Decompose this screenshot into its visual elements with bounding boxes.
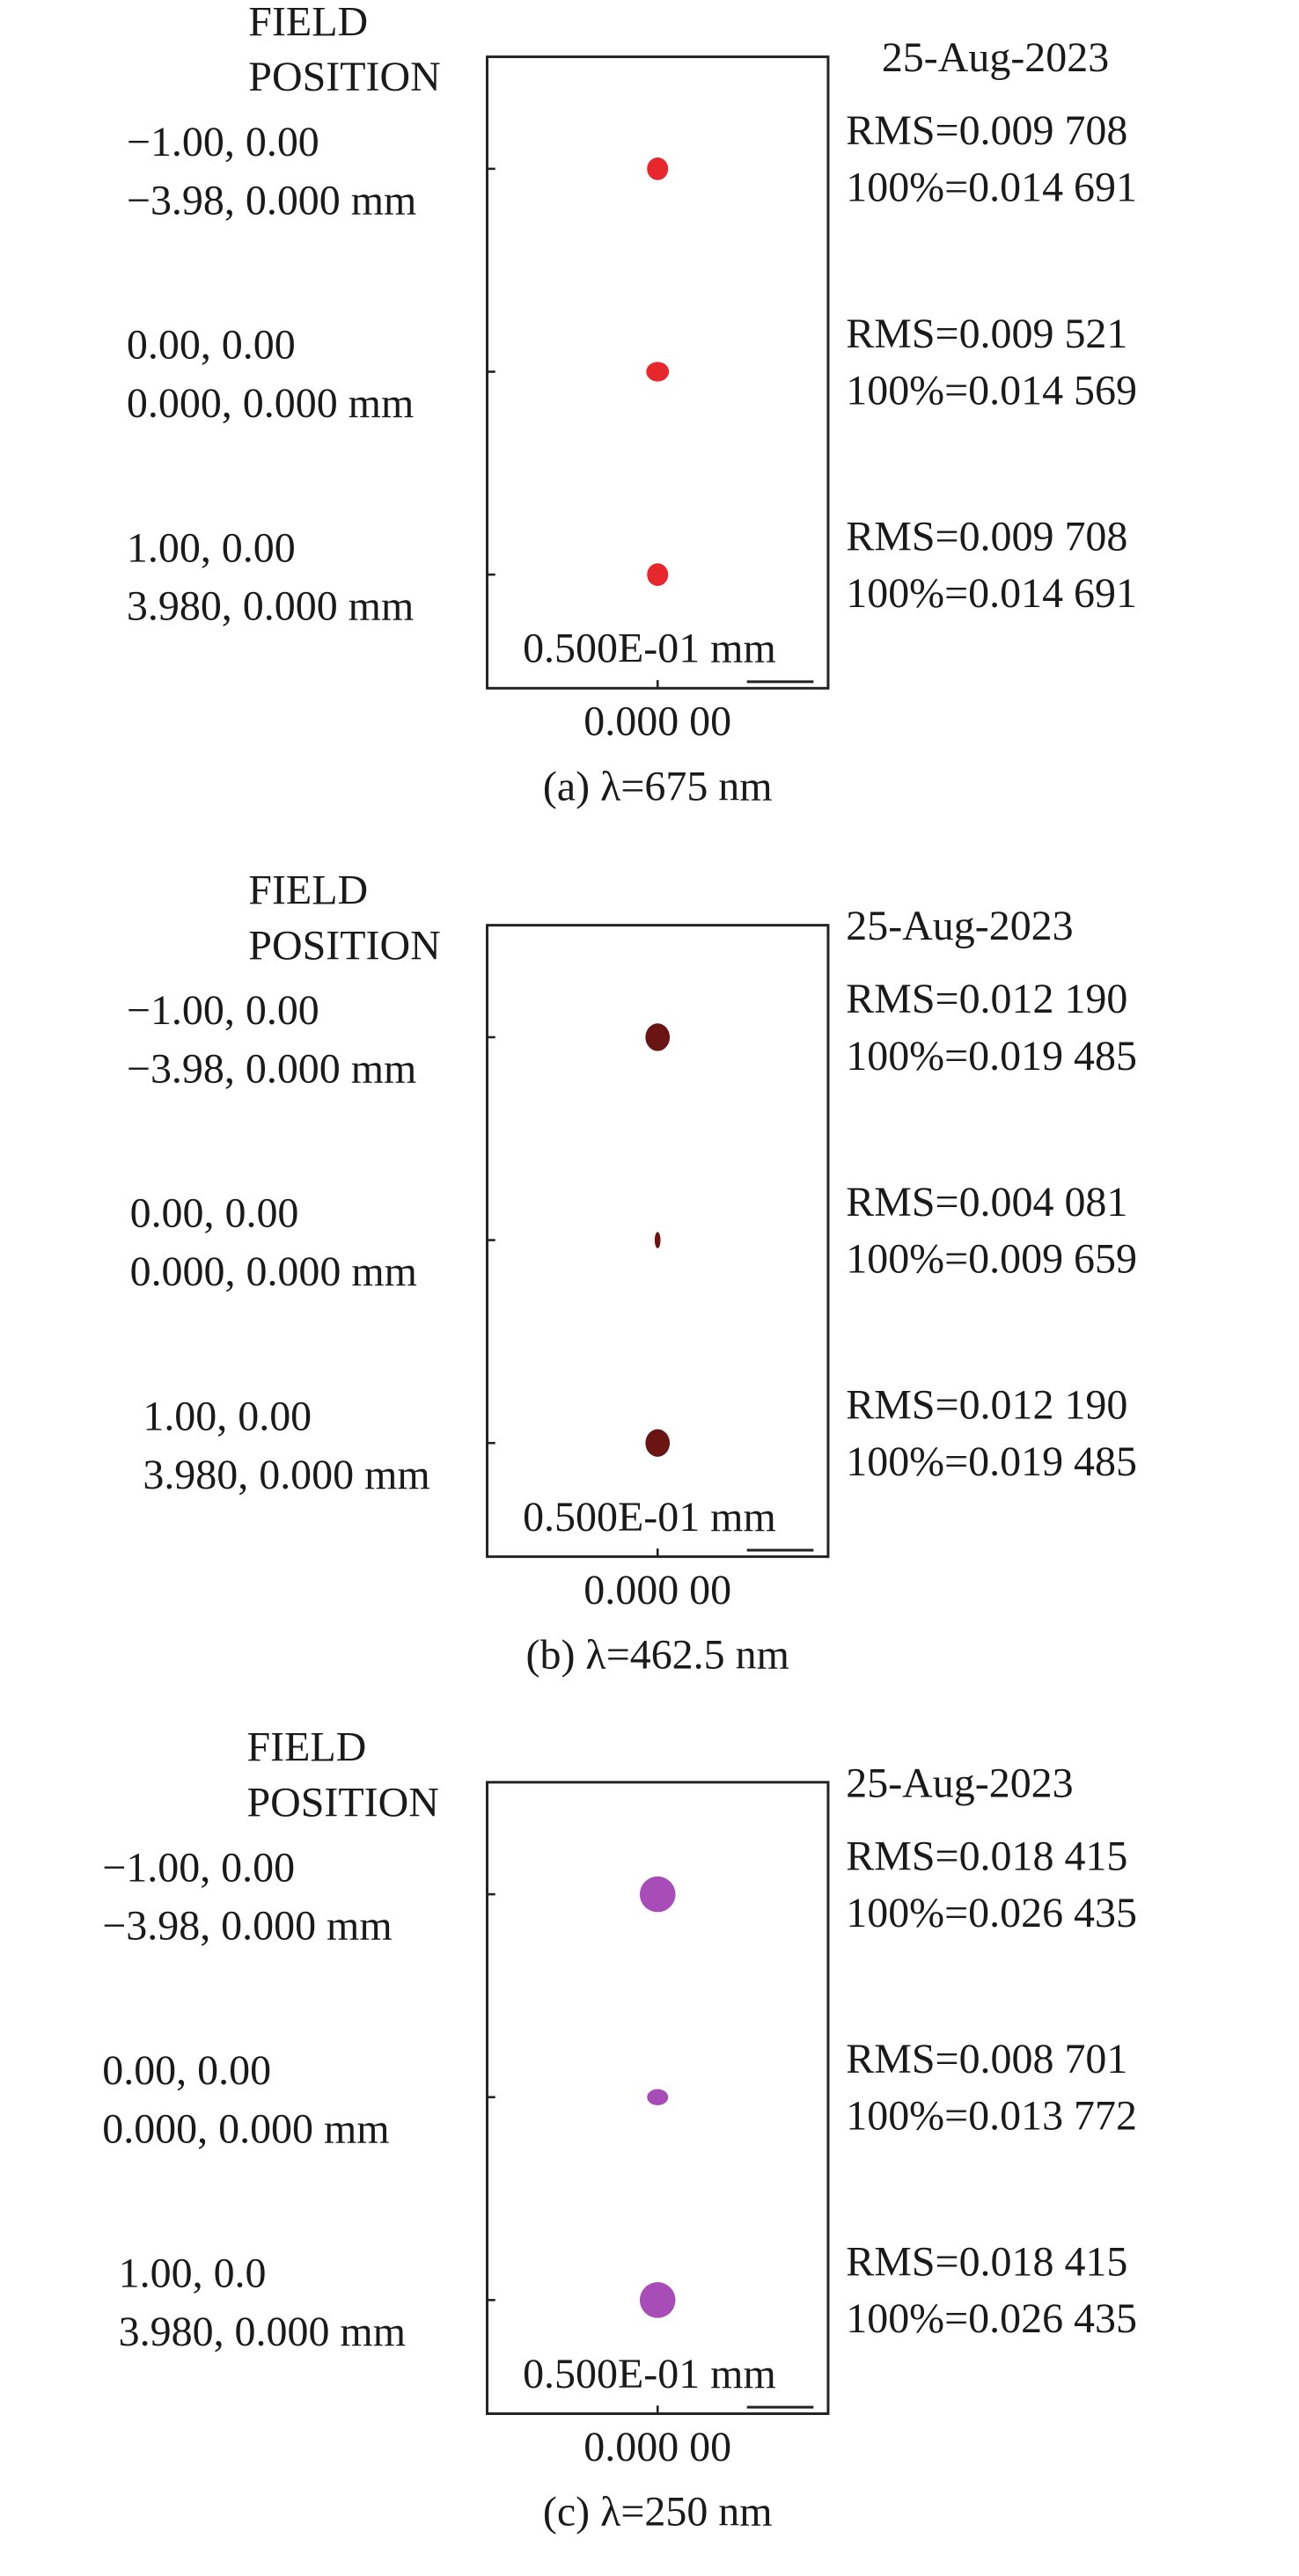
spot <box>639 2282 676 2318</box>
spot <box>647 563 669 587</box>
rms-label: RMS=0.004 081 <box>846 1179 1127 1226</box>
field-label: −1.00, 0.00 <box>102 1844 295 1891</box>
geo-label: 100%=0.026 435 <box>846 2295 1137 2342</box>
date: 25-Aug-2023 <box>846 1760 1073 1806</box>
caption: (c) λ=250 nm <box>543 2489 773 2536</box>
field-label: −3.98, 0.000 mm <box>127 177 416 223</box>
rms-label: RMS=0.009 708 <box>846 107 1127 154</box>
spot <box>639 1876 676 1913</box>
rms-label: RMS=0.018 415 <box>846 1833 1127 1879</box>
geo-label: 100%=0.019 485 <box>846 1033 1137 1079</box>
field-label: 0.000, 0.000 mm <box>102 2105 389 2152</box>
field-label: 3.980, 0.000 mm <box>127 583 414 630</box>
geo-label: 100%=0.026 435 <box>846 1890 1137 1936</box>
scale-label: 0.500E-01 mm <box>523 2351 776 2397</box>
date: 25-Aug-2023 <box>882 34 1109 81</box>
rms-label: RMS=0.012 190 <box>846 976 1127 1022</box>
caption: (b) λ=462.5 nm <box>526 1632 789 1679</box>
rms-label: RMS=0.008 701 <box>846 2036 1127 2082</box>
field-header: FIELD <box>248 0 368 46</box>
field-header: POSITION <box>248 54 440 100</box>
field-label: 0.00, 0.00 <box>127 322 296 369</box>
field-label: −1.00, 0.00 <box>127 987 319 1034</box>
rms-label: RMS=0.009 708 <box>846 513 1127 560</box>
field-label: −3.98, 0.000 mm <box>102 1903 392 1950</box>
geo-label: 100%=0.019 485 <box>846 1438 1137 1485</box>
rms-label: RMS=0.009 521 <box>846 311 1127 357</box>
field-label: −1.00, 0.00 <box>127 119 319 165</box>
spot <box>647 157 669 180</box>
field-label: 1.00, 0.0 <box>119 2250 267 2297</box>
geo-label: 100%=0.014 691 <box>846 570 1137 617</box>
field-header: FIELD <box>248 867 368 914</box>
spot <box>646 362 670 382</box>
field-label: −3.98, 0.000 mm <box>127 1046 416 1093</box>
rms-label: RMS=0.018 415 <box>846 2239 1127 2286</box>
axis-label: 0.000 00 <box>583 2424 731 2470</box>
field-header: FIELD <box>246 1724 366 1771</box>
spot <box>654 1232 661 1248</box>
geo-label: 100%=0.013 772 <box>846 2093 1137 2140</box>
scale-label: 0.500E-01 mm <box>523 626 776 672</box>
field-label: 1.00, 0.00 <box>143 1393 312 1439</box>
field-header: POSITION <box>246 1779 438 1826</box>
geo-label: 100%=0.014 569 <box>846 367 1137 413</box>
field-label: 0.000, 0.000 mm <box>130 1248 417 1295</box>
axis-label: 0.000 00 <box>583 699 731 745</box>
spot <box>645 1023 671 1051</box>
scale-label: 0.500E-01 mm <box>523 1494 776 1540</box>
rms-label: RMS=0.012 190 <box>846 1381 1127 1428</box>
field-label: 3.980, 0.000 mm <box>143 1452 429 1498</box>
axis-label: 0.000 00 <box>583 1567 731 1614</box>
geo-label: 100%=0.009 659 <box>846 1235 1137 1282</box>
field-label: 3.980, 0.000 mm <box>119 2309 406 2355</box>
field-label: 1.00, 0.00 <box>127 524 296 571</box>
spot <box>647 2089 669 2105</box>
field-label: 0.000, 0.000 mm <box>127 380 414 427</box>
field-header: POSITION <box>248 922 440 969</box>
spot <box>645 1429 671 1457</box>
caption: (a) λ=675 nm <box>543 764 773 810</box>
field-label: 0.00, 0.00 <box>130 1190 299 1237</box>
geo-label: 100%=0.014 691 <box>846 165 1137 211</box>
date: 25-Aug-2023 <box>846 903 1073 949</box>
field-label: 0.00, 0.00 <box>102 2047 271 2094</box>
